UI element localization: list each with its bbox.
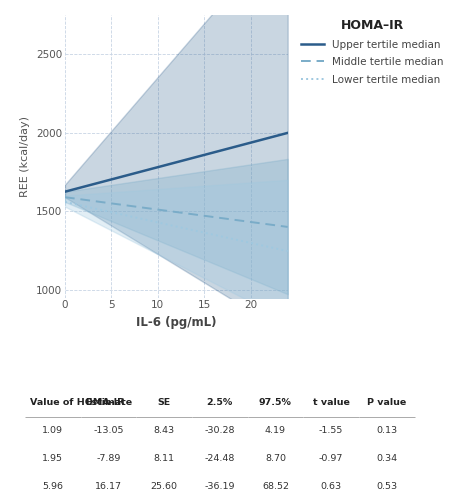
- Y-axis label: REE (kcal/day): REE (kcal/day): [20, 116, 30, 197]
- Legend: Upper tertile median, Middle tertile median, Lower tertile median: Upper tertile median, Middle tertile med…: [296, 15, 447, 89]
- X-axis label: IL-6 (pg/mL): IL-6 (pg/mL): [136, 316, 216, 329]
